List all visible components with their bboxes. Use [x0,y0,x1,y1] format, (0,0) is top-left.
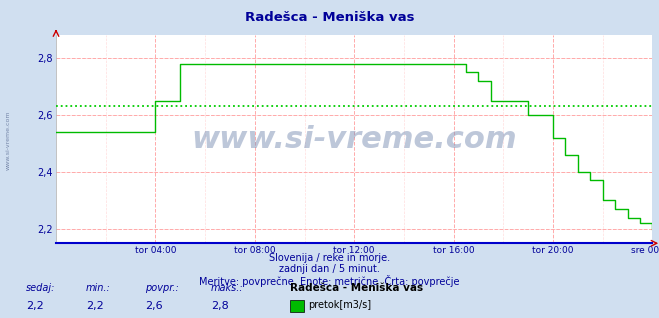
Text: pretok[m3/s]: pretok[m3/s] [308,300,372,310]
Text: zadnji dan / 5 minut.: zadnji dan / 5 minut. [279,264,380,274]
Text: 2,2: 2,2 [26,301,44,311]
Text: Radešca - Meniška vas: Radešca - Meniška vas [244,11,415,24]
Text: Radešca - Meniška vas: Radešca - Meniška vas [290,283,423,293]
Text: povpr.:: povpr.: [145,283,179,293]
Text: 2,8: 2,8 [211,301,229,311]
Text: Slovenija / reke in morje.: Slovenija / reke in morje. [269,253,390,263]
Text: 2,6: 2,6 [145,301,163,311]
Text: www.si-vreme.com: www.si-vreme.com [5,110,11,170]
Text: sedaj:: sedaj: [26,283,56,293]
Text: min.:: min.: [86,283,111,293]
Text: maks.:: maks.: [211,283,244,293]
Text: www.si-vreme.com: www.si-vreme.com [191,125,517,154]
Text: Meritve: povprečne  Enote: metrične  Črta: povprečje: Meritve: povprečne Enote: metrične Črta:… [199,275,460,287]
Text: 2,2: 2,2 [86,301,103,311]
